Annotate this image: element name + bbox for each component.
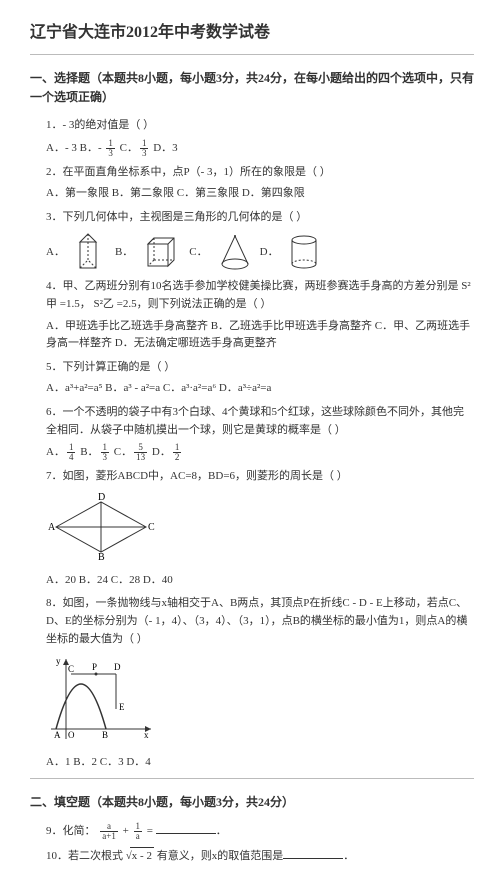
frac-1a: 1a: [134, 822, 143, 841]
q7-options: A．20 B．24 C．28 D．40: [46, 572, 474, 590]
svg-text:D: D: [98, 492, 105, 503]
divider-2: [30, 778, 474, 779]
frac-1-2: 12: [173, 443, 182, 462]
q5: 5．下列计算正确的是（ ）: [46, 359, 474, 377]
section-1-heading: 一、选择题（本题共8小题，每小题3分，共24分，在每小题给出的四个选项中，只有一…: [30, 69, 474, 107]
q1-options: A．- 3 B．- 13 C．13 D．3: [46, 139, 474, 158]
cube-icon: [142, 232, 182, 272]
frac-1-3b: 13: [140, 139, 149, 158]
svg-text:C: C: [68, 664, 74, 674]
blank-9: [156, 823, 216, 834]
frac-1-3: 13: [101, 443, 110, 462]
q7: 7．如图，菱形ABCD中，AC=8，BD=6，则菱形的周长是（ ）: [46, 468, 474, 486]
label-d: D．: [260, 246, 279, 258]
q6: 6．一个不透明的袋子中有3个白球、4个黄球和5个红球，这些球除颜色不同外，其他完…: [46, 404, 474, 439]
frac-a: aa+1: [100, 822, 118, 841]
frac-1-3a: 13: [106, 139, 115, 158]
q8-options: A．1 B．2 C．3 D．4: [46, 754, 474, 772]
svg-text:D: D: [114, 662, 121, 672]
svg-text:O: O: [68, 730, 75, 740]
svg-text:B: B: [98, 552, 105, 562]
prism-icon: [74, 232, 108, 272]
q2: 2．在平面直角坐标系中，点P（- 3，1）所在的象限是（ ）: [46, 164, 474, 182]
label-a: A．: [46, 246, 65, 258]
q4-options: A．甲班选手比乙班选手身高整齐 B．乙班选手比甲班选手身高整齐 C．甲、乙两班选…: [46, 318, 474, 353]
sqrt-expr: x - 2: [130, 847, 154, 866]
q6-options: A．14 B．13 C．513 D．12: [46, 443, 474, 462]
divider-1: [30, 54, 474, 55]
q3-shapes: A． B． C． D．: [46, 232, 474, 272]
frac-1-4: 14: [67, 443, 76, 462]
label-b: B．: [115, 246, 133, 258]
q5-options: A．a³+a²=a⁵ B．a³ - a²=a C．a³·a²=a⁶ D．a³÷a…: [46, 380, 474, 398]
svg-text:x: x: [144, 730, 149, 740]
svg-text:A: A: [48, 522, 56, 533]
rhombus-figure: D A B C: [46, 492, 474, 568]
svg-text:y: y: [56, 656, 61, 666]
svg-text:B: B: [102, 730, 108, 740]
page-title: 辽宁省大连市2012年中考数学试卷: [30, 20, 474, 46]
q1: 1．- 3的绝对值是（ ）: [46, 117, 474, 135]
cone-icon: [217, 232, 253, 272]
svg-text:E: E: [119, 702, 125, 712]
svg-text:C: C: [148, 522, 155, 533]
q10: 10．若二次根式 √x - 2 有意义，则x的取值范围是．: [46, 847, 474, 866]
cylinder-icon: [288, 232, 320, 272]
label-c: C．: [189, 246, 207, 258]
q8: 8．如图，一条抛物线与x轴相交于A、B两点，其顶点P在折线C - D - E上移…: [46, 595, 474, 648]
parabola-figure: y C D P E A O B x: [46, 654, 474, 750]
q9: 9．化简： aa+1 + 1a = ．: [46, 822, 474, 841]
svg-text:P: P: [92, 662, 97, 672]
blank-10: [283, 848, 343, 859]
q3: 3．下列几何体中，主视图是三角形的几何体的是（ ）: [46, 209, 474, 227]
q4: 4．甲、乙两班分别有10名选手参加学校健美操比赛，两班参赛选手身高的方差分别是 …: [46, 278, 474, 313]
svg-text:A: A: [54, 730, 61, 740]
section-2-heading: 二、填空题（本题共8小题，每小题3分，共24分）: [30, 793, 474, 812]
frac-5-13: 513: [134, 443, 147, 462]
q2-options: A．第一象限 B．第二象限 C．第三象限 D．第四象限: [46, 185, 474, 203]
